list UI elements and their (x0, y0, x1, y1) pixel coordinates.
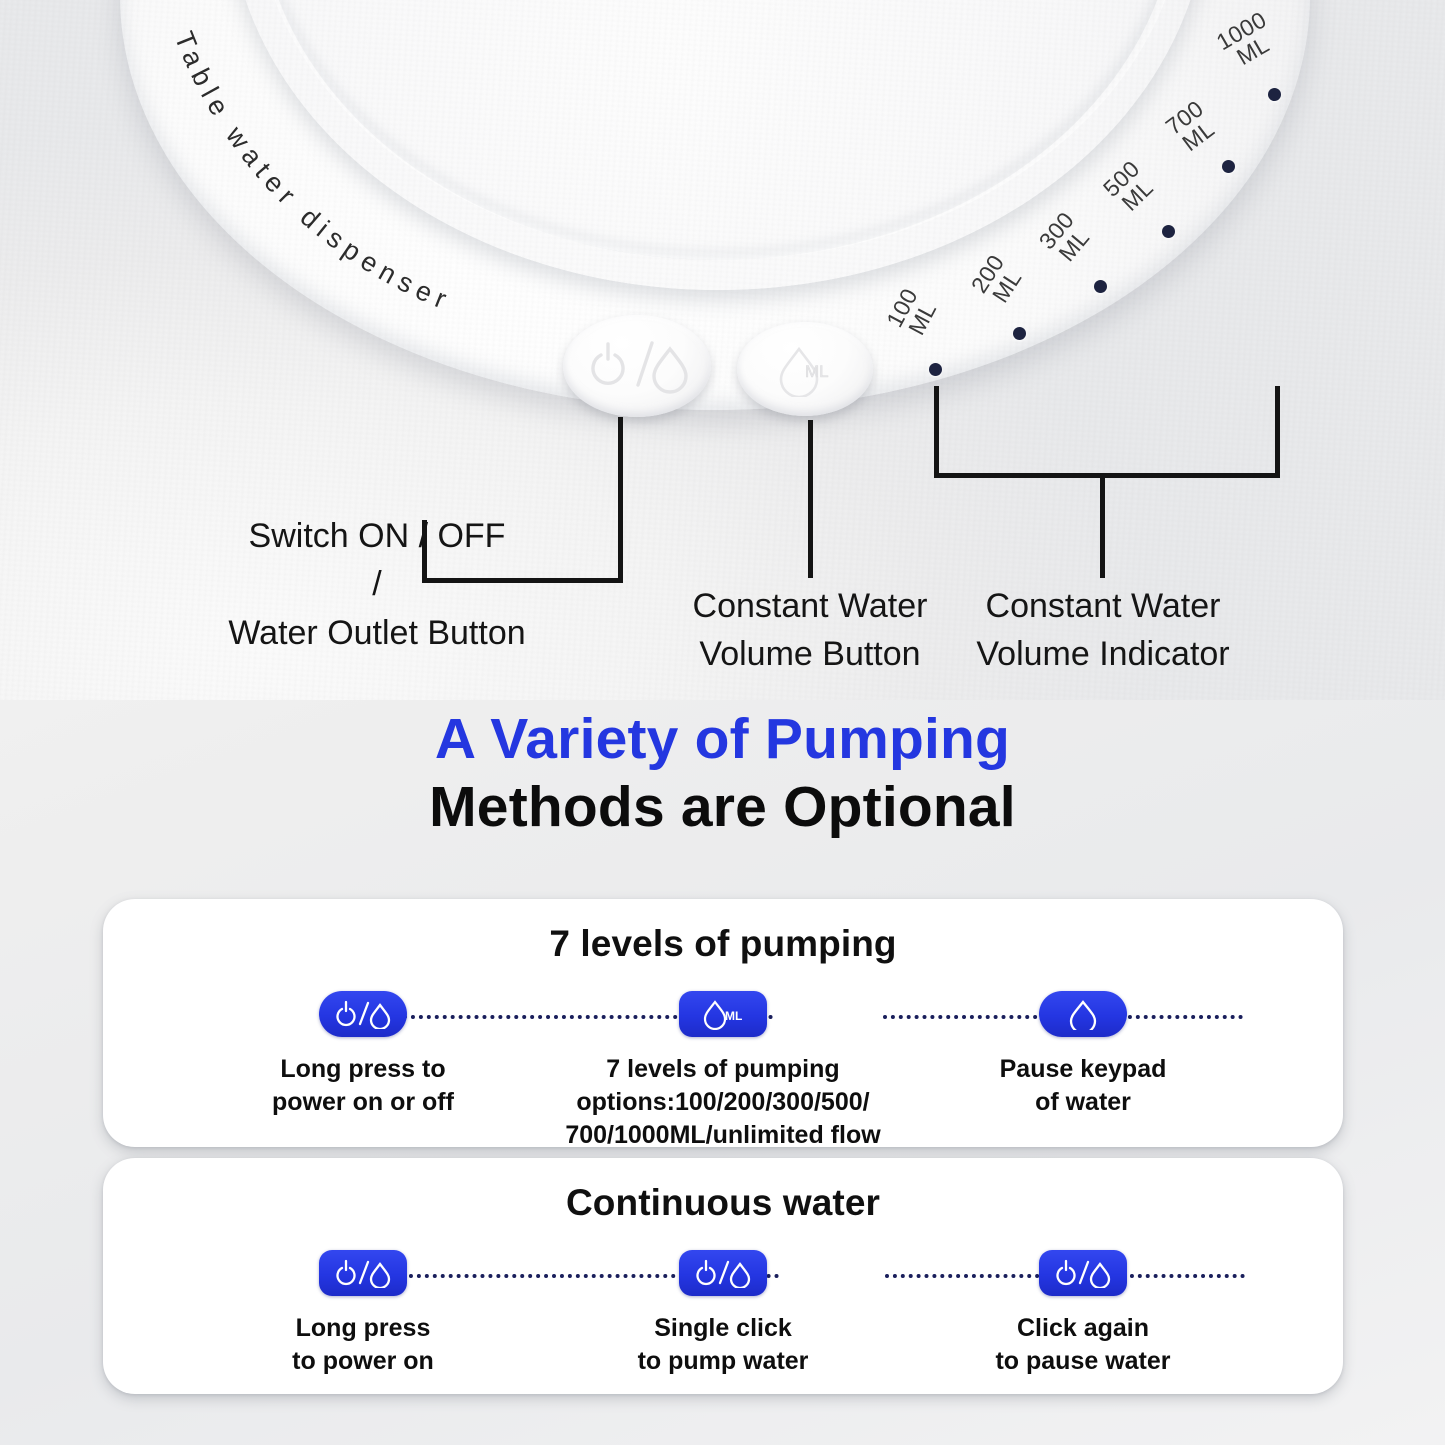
leader-bracket-left-arm (934, 386, 939, 478)
step-label: Long press to power on or off (272, 1055, 454, 1116)
leader-bracket-span (934, 473, 1280, 478)
product-photo: Table water dispenser 100 ML 200 ML 300 … (0, 0, 1445, 700)
card-steps: Long press to power on Single click to p… (103, 1250, 1343, 1378)
headline-line-2: Methods are Optional (429, 775, 1016, 840)
power-water-outlet-physical-button[interactable] (563, 315, 711, 417)
volume-dot-1000 (1268, 88, 1281, 101)
card-continuous-water: Continuous water Long press to power on (103, 1158, 1343, 1394)
step-label: Pause keypad of water (999, 1055, 1167, 1116)
card-title: 7 levels of pumping (549, 923, 897, 964)
volume-dot-200 (1013, 327, 1026, 340)
step-label: Click again to pause water (995, 1314, 1171, 1375)
step-label: Long press to power on (292, 1314, 434, 1375)
headline: A Variety of Pumping Methods are Optiona… (0, 706, 1445, 843)
droplet-ml-icon: ML (737, 322, 873, 416)
svg-text:Table water dispenser: Table water dispenser (169, 27, 457, 316)
svg-text:ML: ML (725, 1009, 742, 1023)
power-droplet-icon (319, 1250, 407, 1296)
power-droplet-icon (319, 991, 407, 1037)
card-seven-levels: 7 levels of pumping Long press to power (103, 899, 1343, 1149)
step-pause-keypad[interactable]: Pause keypad of water (913, 991, 1253, 1119)
brand-text-curve: Table water dispenser (169, 27, 457, 316)
leader-line-left-vertical (618, 417, 623, 582)
step-label: 7 levels of pumping options:100/200/300/… (565, 1055, 881, 1149)
step-seven-levels-options[interactable]: ML 7 levels of pumping options:100/200/3… (553, 991, 893, 1152)
leader-bracket-right-arm (1275, 386, 1280, 478)
annotation-constant-volume-button: Constant Water Volume Button (692, 587, 928, 674)
leader-line-left-riser (422, 520, 427, 583)
power-droplet-icon (563, 315, 711, 417)
headline-line-1: A Variety of Pumping (434, 707, 1011, 771)
constant-volume-physical-button[interactable]: ML (737, 322, 873, 416)
svg-text:ML: ML (805, 362, 829, 381)
volume-dot-300 (1094, 280, 1107, 293)
leader-line-middle-vertical (808, 420, 813, 578)
card-steps: Long press to power on or off ML 7 level… (103, 991, 1343, 1152)
power-droplet-icon (679, 1250, 767, 1296)
step-single-click-pump[interactable]: Single click to pump water (553, 1250, 893, 1378)
annotation-constant-volume-indicator: Constant Water Volume Indicator (976, 587, 1230, 674)
volume-dot-100 (929, 363, 942, 376)
volume-dot-500 (1162, 225, 1175, 238)
power-droplet-icon (1039, 1250, 1127, 1296)
volume-dot-700 (1222, 160, 1235, 173)
leader-bracket-stem (1100, 473, 1105, 578)
step-click-again-pause[interactable]: Click again to pause water (913, 1250, 1253, 1378)
connector-dotted-1 (401, 1274, 779, 1278)
step-long-press-power-on[interactable]: Long press to power on (193, 1250, 533, 1378)
droplet-ml-icon: ML (679, 991, 767, 1037)
annotation-switch-on-off: Switch ON / OFF / Water Outlet Button (228, 517, 526, 652)
brand-label: Table water dispenser (169, 27, 450, 316)
connector-dotted-1 (403, 1015, 773, 1019)
leader-line-left-horizontal (422, 578, 623, 583)
step-long-press-power[interactable]: Long press to power on or off (193, 991, 533, 1119)
card-title: Continuous water (565, 1182, 881, 1223)
droplet-icon (1039, 991, 1127, 1037)
step-label: Single click to pump water (637, 1314, 809, 1375)
